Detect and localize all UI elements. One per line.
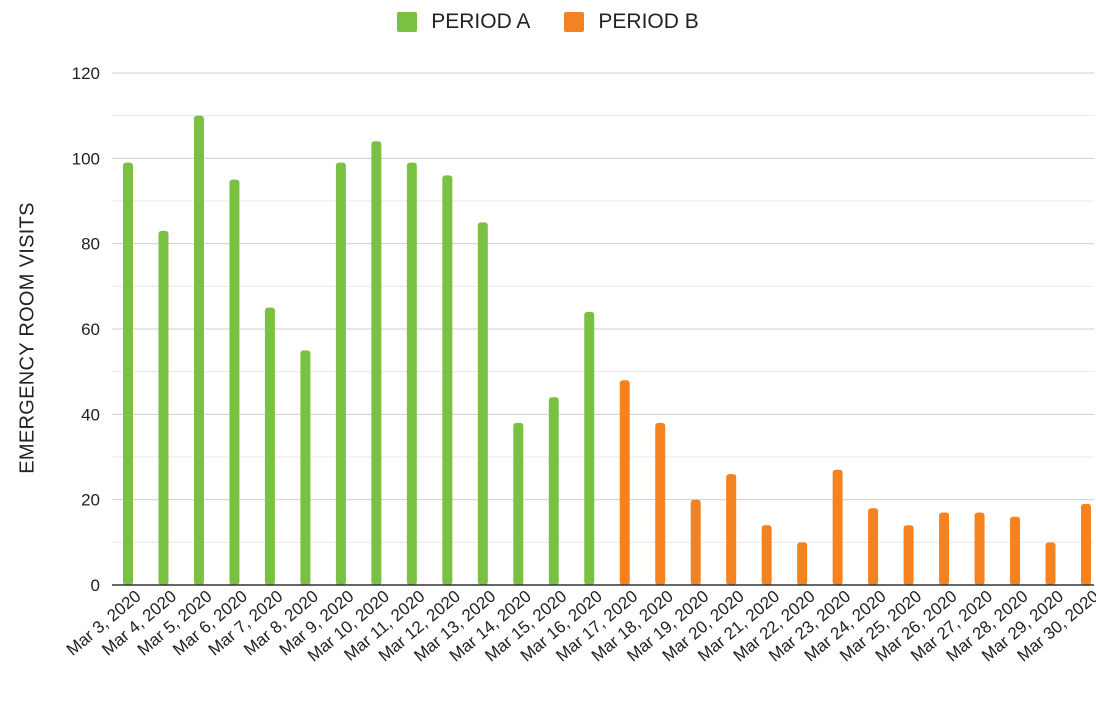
y-tick-label: 20 [81,491,100,510]
bar-period-b-21[interactable] [832,469,843,585]
legend-label-period-a: PERIOD A [431,10,531,33]
gridlines [112,72,1094,543]
y-tick-label: 100 [72,149,100,168]
legend-swatch-period-b [564,12,585,32]
legend-item-period-a[interactable]: PERIOD A [397,10,530,34]
bar-period-b-24[interactable] [939,512,950,585]
bar-period-b-17[interactable] [690,499,701,585]
bar-period-b-18[interactable] [726,474,737,585]
bar-period-a-5[interactable] [264,307,275,585]
bar-period-b-25[interactable] [974,512,985,585]
bar-period-b-22[interactable] [868,508,879,585]
y-tick-label: 80 [81,235,100,254]
bar-period-b-26[interactable] [1010,516,1021,585]
bar-period-b-16[interactable] [655,422,666,585]
y-tick-label: 120 [72,64,100,83]
y-axis-ticks: 0 20 40 60 80 100 120 [72,64,100,595]
bar-period-a-11[interactable] [477,222,488,586]
bar-period-b-15[interactable] [619,380,630,585]
bar-period-a-4[interactable] [229,179,240,585]
legend-swatch-period-a [397,12,418,32]
y-tick-label: 60 [81,320,100,339]
bar-period-b-23[interactable] [903,525,914,585]
bar-period-b-28[interactable] [1081,503,1091,585]
bar-period-a-8[interactable] [371,141,382,585]
bar-period-a-2[interactable] [158,230,169,585]
y-tick-label: 40 [81,405,100,424]
bar-period-a-7[interactable] [335,162,346,585]
legend: PERIOD A PERIOD B [0,10,1096,34]
bar-period-a-3[interactable] [193,115,204,586]
bar-period-a-6[interactable] [300,350,311,585]
bar-period-b-20[interactable] [797,542,808,585]
y-tick-label: 0 [91,576,100,595]
bar-period-a-12[interactable] [513,422,524,585]
bar-period-a-9[interactable] [406,162,417,585]
bar-period-a-14[interactable] [584,311,595,585]
bar-period-b-27[interactable] [1045,542,1056,585]
bar-period-a-1[interactable] [123,162,133,585]
bar-period-a-13[interactable] [548,397,559,585]
bars [123,115,1091,586]
bar-period-b-19[interactable] [761,525,772,585]
legend-label-period-b: PERIOD B [598,10,699,33]
legend-item-period-b[interactable]: PERIOD B [564,10,699,34]
bar-period-a-10[interactable] [442,175,453,585]
